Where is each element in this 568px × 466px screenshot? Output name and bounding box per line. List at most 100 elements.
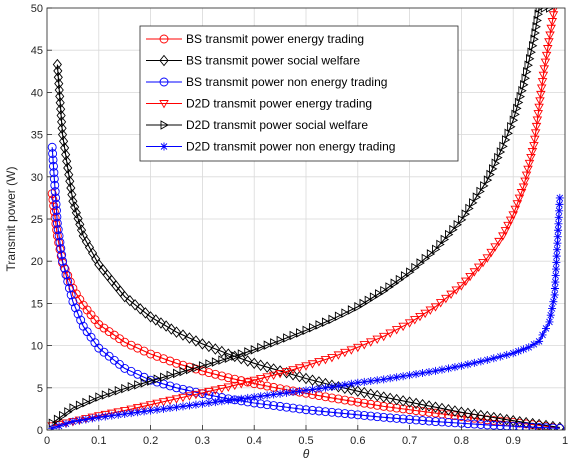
data-point (51, 199, 61, 209)
data-point (346, 383, 356, 396)
x-tick-label: 0 (44, 435, 50, 447)
data-point (54, 77, 64, 90)
data-point (359, 298, 368, 309)
x-tick-label: 0.8 (454, 435, 469, 447)
x-tick-label: 0.9 (506, 435, 521, 447)
data-point (524, 60, 533, 71)
data-point (296, 328, 305, 338)
legend-item: BS transmit power non energy trading (146, 75, 387, 89)
data-point (276, 335, 286, 346)
data-point (314, 358, 324, 367)
data-point (270, 338, 279, 348)
data-point (340, 382, 350, 394)
data-point (552, 252, 561, 261)
data-point (204, 340, 214, 353)
data-point (49, 161, 58, 171)
data-point (478, 259, 488, 268)
data-point (530, 34, 539, 45)
legend-item: D2D transmit power social welfare (146, 118, 368, 132)
data-point (147, 376, 156, 386)
data-point (553, 239, 562, 248)
data-point (418, 369, 427, 378)
legend-item: D2D transmit power non energy trading (146, 140, 395, 154)
data-point (430, 303, 441, 312)
data-point (495, 421, 505, 430)
data-point (416, 258, 425, 268)
data-point (555, 200, 564, 209)
data-point (503, 221, 513, 231)
data-point (395, 274, 405, 285)
data-point (257, 342, 266, 353)
data-point (500, 227, 511, 236)
data-point (457, 361, 466, 370)
data-point (172, 358, 181, 368)
data-point (436, 239, 445, 250)
data-point (405, 415, 415, 424)
series-2 (52, 58, 565, 430)
data-point (146, 406, 155, 415)
data-point (295, 404, 304, 414)
data-point (145, 401, 156, 410)
data-point (61, 148, 71, 161)
data-point (463, 419, 473, 429)
data-point (512, 200, 523, 209)
data-point (541, 423, 551, 430)
data-point (165, 396, 175, 406)
data-point (159, 404, 168, 413)
legend-label: D2D transmit power energy trading (186, 97, 372, 111)
data-point (294, 364, 305, 373)
data-point (114, 410, 123, 419)
data-point (418, 416, 427, 425)
data-point (398, 395, 408, 407)
data-point (75, 400, 85, 411)
data-point (211, 357, 221, 367)
data-point (514, 97, 524, 108)
data-point (156, 317, 166, 329)
data-point (411, 262, 420, 273)
data-point (346, 346, 357, 355)
data-point (554, 213, 563, 222)
data-point (185, 364, 195, 375)
data-point (48, 418, 58, 429)
data-point (392, 413, 402, 423)
data-point (346, 409, 356, 419)
data-point (333, 394, 343, 404)
data-point (555, 206, 564, 215)
data-point (94, 413, 103, 422)
data-point (446, 290, 456, 300)
data-point (482, 420, 492, 430)
data-point (340, 395, 350, 405)
data-point (542, 324, 551, 333)
data-point (431, 417, 440, 427)
data-point (140, 378, 150, 388)
y-tick-label: 0 (37, 425, 43, 437)
data-point (223, 383, 234, 392)
legend-marker (160, 120, 169, 130)
data-point (555, 193, 564, 202)
data-point (132, 404, 143, 413)
data-point (476, 357, 485, 366)
data-point (276, 389, 285, 398)
data-point (56, 103, 66, 115)
data-point (94, 258, 104, 271)
data-point (353, 378, 362, 387)
data-point (531, 28, 540, 38)
legend-item: BS transmit power energy trading (146, 32, 364, 46)
data-point (50, 213, 60, 223)
data-point (125, 294, 135, 307)
data-point (184, 362, 194, 372)
data-point (217, 397, 226, 406)
y-tick-label: 25 (31, 214, 43, 226)
data-point (465, 272, 475, 282)
x-tick-label: 0.5 (298, 435, 313, 447)
data-point (178, 402, 187, 411)
data-point (166, 404, 175, 413)
data-point (179, 366, 188, 377)
data-point (152, 399, 162, 409)
data-point (275, 401, 285, 411)
data-point (385, 413, 395, 423)
data-point (52, 58, 62, 71)
data-point (523, 67, 532, 77)
data-point (243, 355, 253, 367)
data-point (437, 417, 447, 427)
